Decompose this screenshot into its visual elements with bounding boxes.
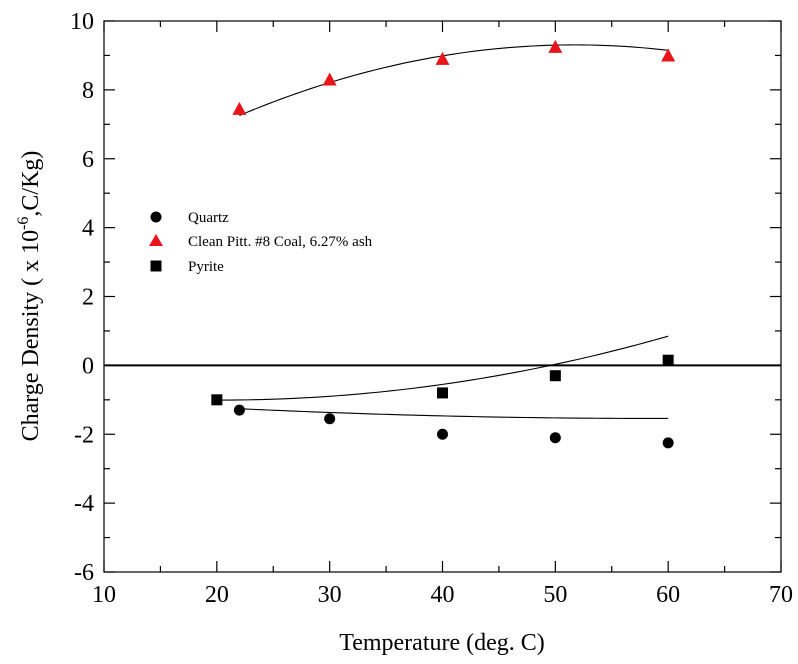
y-axis-title-main: Charge Density ( x 10 — [18, 230, 44, 442]
data-point-coal — [322, 72, 337, 86]
data-point-pyrite — [662, 354, 674, 366]
y-axis-title-tail: ,C/Kg) — [18, 151, 44, 217]
data-point-quartz — [324, 413, 336, 425]
x-tick-label: 20 — [205, 582, 229, 608]
y-axis-title-exponent: -6 — [15, 217, 32, 230]
fit-curve-series-1 — [239, 44, 669, 116]
x-tick-label: 50 — [543, 582, 567, 608]
x-tick-label: 70 — [769, 582, 793, 608]
y-axis-title: Charge Density ( x 10-6,C/Kg) — [15, 151, 44, 442]
x-tick-label: 10 — [92, 582, 116, 608]
legend-marker-coal — [149, 234, 163, 246]
y-tick-label: 0 — [82, 353, 94, 379]
data-point-pyrite — [549, 370, 561, 382]
legend-label-pyrite: Pyrite — [188, 259, 224, 275]
legend-marker-quartz — [150, 211, 162, 223]
data-point-pyrite — [437, 387, 448, 399]
data-point-coal — [232, 101, 247, 115]
data-point-quartz — [437, 428, 448, 440]
data-point-quartz — [662, 437, 674, 449]
legend-label-quartz: Quartz — [188, 210, 229, 226]
y-tick-label: 4 — [82, 216, 94, 242]
x-axis-title: Temperature (deg. C) — [339, 630, 545, 656]
fit-curve-series-2 — [216, 335, 669, 401]
x-tick-label: 60 — [656, 582, 680, 608]
legend-marker-pyrite — [150, 260, 162, 272]
plot-frame — [103, 20, 782, 573]
legend-label-coal: Clean Pitt. #8 Coal, 6.27% ash — [188, 234, 373, 250]
y-tick-label: 2 — [82, 285, 94, 311]
data-point-quartz — [549, 432, 561, 444]
y-tick-label: -4 — [74, 491, 94, 517]
y-tick-label: 6 — [82, 147, 94, 173]
legend: Quartz Clean Pitt. #8 Coal, 6.27% ash Py… — [149, 210, 373, 275]
y-tick-label: 8 — [82, 78, 94, 104]
y-tick-label: -2 — [74, 422, 94, 448]
y-tick-label: -6 — [74, 560, 94, 586]
fit-curve-series-0 — [239, 408, 669, 420]
data-point-pyrite — [211, 394, 223, 406]
data-point-coal — [548, 39, 563, 53]
data-point-coal — [661, 48, 676, 62]
data-point-coal — [435, 51, 450, 65]
x-tick-label: 30 — [318, 582, 342, 608]
x-tick-label: 40 — [431, 582, 455, 608]
y-tick-label: 10 — [70, 9, 94, 35]
data-point-quartz — [233, 404, 245, 416]
